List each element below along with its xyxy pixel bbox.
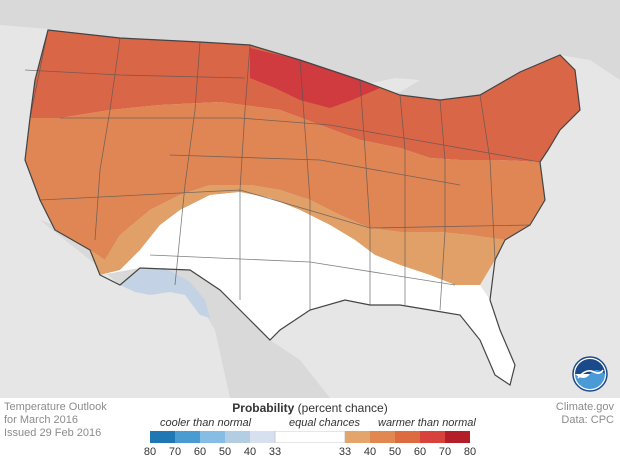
legend-tick-label: 40 bbox=[243, 446, 257, 458]
legend-swatch-cool-2 bbox=[200, 431, 225, 443]
credit-source: Data: CPC bbox=[561, 414, 614, 426]
legend-tick-label: 50 bbox=[218, 446, 232, 458]
legend-swatch-cool-3 bbox=[225, 431, 250, 443]
legend-tick-label: 70 bbox=[168, 446, 182, 458]
credit-caption: Climate.gov Data: CPC bbox=[556, 401, 614, 427]
outlook-month: for March 2016 bbox=[4, 414, 78, 426]
legend-swatch-warm-4 bbox=[445, 431, 470, 443]
legend-cooler-label: cooler than normal bbox=[160, 417, 252, 429]
legend-swatch-equal bbox=[274, 431, 346, 443]
legend-tick-label: 60 bbox=[413, 446, 427, 458]
legend-swatch-cool-4 bbox=[250, 431, 275, 443]
legend-tick-label: 40 bbox=[363, 446, 377, 458]
credit-site: Climate.gov bbox=[555, 401, 614, 413]
legend-swatch-cool-1 bbox=[175, 431, 200, 443]
legend-tick-label: 80 bbox=[143, 446, 157, 458]
outlook-caption: Temperature Outlook for March 2016 Issue… bbox=[4, 401, 107, 440]
band-40-50-arc bbox=[90, 185, 505, 285]
legend-title: Probability (percent chance) bbox=[160, 401, 460, 415]
equal-chances-region bbox=[100, 192, 515, 385]
outlook-title: Temperature Outlook bbox=[4, 401, 107, 413]
noaa-logo bbox=[572, 356, 608, 392]
legend-tick-label: 70 bbox=[438, 446, 452, 458]
canada-land bbox=[0, 0, 620, 100]
legend-title-rest: (percent chance) bbox=[294, 401, 388, 415]
legend-tick-label: 80 bbox=[463, 446, 477, 458]
state-borders bbox=[24, 29, 541, 311]
legend-tick-label: 33 bbox=[268, 446, 282, 458]
legend-footer bbox=[0, 398, 620, 460]
cool-33-40-southwest bbox=[120, 268, 210, 318]
legend-color-bar bbox=[150, 431, 470, 443]
legend-swatch-warm-0 bbox=[345, 431, 370, 443]
legend-warmer-label: warmer than normal bbox=[378, 417, 476, 429]
outlook-issued-date: Issued 29 Feb 2016 bbox=[4, 427, 102, 439]
legend-tick-label: 60 bbox=[193, 446, 207, 458]
legend-tick-label: 33 bbox=[338, 446, 352, 458]
us-temperature-map bbox=[0, 0, 620, 398]
legend-tick-label: 50 bbox=[388, 446, 402, 458]
legend-equal-label: equal chances bbox=[289, 417, 360, 429]
legend-swatch-warm-1 bbox=[370, 431, 395, 443]
us-outline bbox=[24, 29, 581, 386]
band-70-80-upper-midwest bbox=[250, 48, 380, 108]
band-50-60-middle bbox=[25, 102, 545, 260]
legend-swatch-warm-3 bbox=[420, 431, 445, 443]
legend-swatch-warm-2 bbox=[395, 431, 420, 443]
legend-title-bold: Probability bbox=[232, 401, 295, 415]
legend-swatch-cool-0 bbox=[150, 431, 175, 443]
